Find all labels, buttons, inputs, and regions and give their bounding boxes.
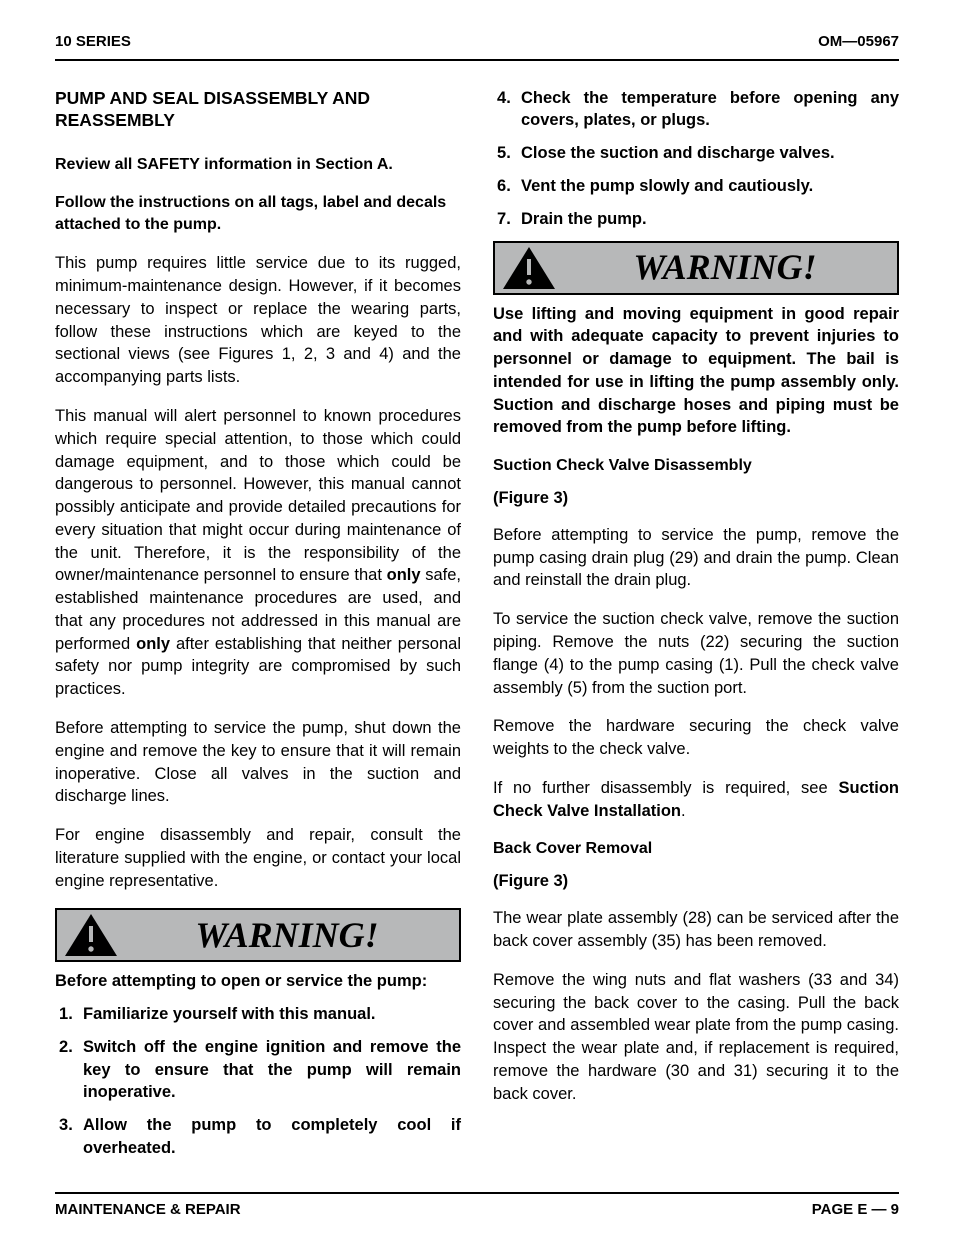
content-columns: PUMP AND SEAL DISASSEMBLY AND REASSEMBLY…: [55, 87, 899, 1170]
left-column: PUMP AND SEAL DISASSEMBLY AND REASSEMBLY…: [55, 87, 461, 1170]
warning-label-left: WARNING!: [129, 911, 451, 961]
scv-para-2: To service the suction check valve, remo…: [493, 608, 899, 699]
warn-item-6: Vent the pump slowly and cautiously.: [521, 175, 899, 198]
bcr-para-2: Remove the wing nuts and flat washers (3…: [493, 969, 899, 1106]
footer-right: PAGE E — 9: [812, 1200, 899, 1221]
bcr-figure-ref: (Figure 3): [493, 870, 899, 893]
intro-para-2: This manual will alert personnel to know…: [55, 405, 461, 701]
p2-only-1: only: [387, 566, 421, 584]
p2-only-2: only: [136, 635, 170, 653]
right-column: Check the temperature before opening any…: [493, 87, 899, 1170]
scv-p4-a: If no further disassembly is required, s…: [493, 779, 839, 797]
warning-list-left: Familiarize yourself with this manual. S…: [55, 1003, 461, 1160]
header-left: 10 SERIES: [55, 32, 131, 53]
warning-triangle-icon: [63, 912, 119, 958]
scv-heading: Suction Check Valve Disassembly: [493, 455, 899, 477]
warn-item-1: Familiarize yourself with this manual.: [83, 1003, 461, 1026]
warn-item-5: Close the suction and discharge valves.: [521, 142, 899, 165]
warn-item-4: Check the temperature before opening any…: [521, 87, 899, 133]
bcr-para-1: The wear plate assembly (28) can be serv…: [493, 907, 899, 953]
scv-para-1: Before attempting to service the pump, r…: [493, 524, 899, 592]
warn-item-3: Allow the pump to completely cool if ove…: [83, 1114, 461, 1160]
warning-box-right: WARNING!: [493, 241, 899, 295]
intro-para-1: This pump requires little service due to…: [55, 252, 461, 389]
scv-para-3: Remove the hardware securing the check v…: [493, 715, 899, 761]
scv-p4-c: .: [681, 802, 686, 820]
shutdown-para: Before attempting to service the pump, s…: [55, 717, 461, 808]
follow-instructions-subhead: Follow the instructions on all tags, lab…: [55, 192, 461, 236]
warn-item-7: Drain the pump.: [521, 208, 899, 231]
footer-left: MAINTENANCE & REPAIR: [55, 1200, 241, 1221]
page-footer: MAINTENANCE & REPAIR PAGE E — 9: [55, 1192, 899, 1221]
safety-review-subhead: Review all SAFETY information in Section…: [55, 154, 461, 176]
lifting-warning-para: Use lifting and moving equipment in good…: [493, 303, 899, 440]
warn-item-2: Switch off the engine ignition and remov…: [83, 1036, 461, 1104]
scv-para-4: If no further disassembly is required, s…: [493, 777, 899, 823]
bcr-heading: Back Cover Removal: [493, 838, 899, 860]
warning-triangle-icon: [501, 245, 557, 291]
engine-lit-para: For engine disassembly and repair, consu…: [55, 824, 461, 892]
p2-part-a: This manual will alert personnel to know…: [55, 407, 461, 584]
header-right: OM—05967: [818, 32, 899, 53]
scv-figure-ref: (Figure 3): [493, 487, 899, 510]
section-title: PUMP AND SEAL DISASSEMBLY AND REASSEMBLY: [55, 87, 461, 133]
warning-lead: Before attempting to open or service the…: [55, 970, 461, 993]
page-header: 10 SERIES OM—05967: [55, 32, 899, 61]
warning-box-left: WARNING!: [55, 908, 461, 962]
warning-label-right: WARNING!: [567, 243, 889, 293]
warning-list-right: Check the temperature before opening any…: [493, 87, 899, 231]
